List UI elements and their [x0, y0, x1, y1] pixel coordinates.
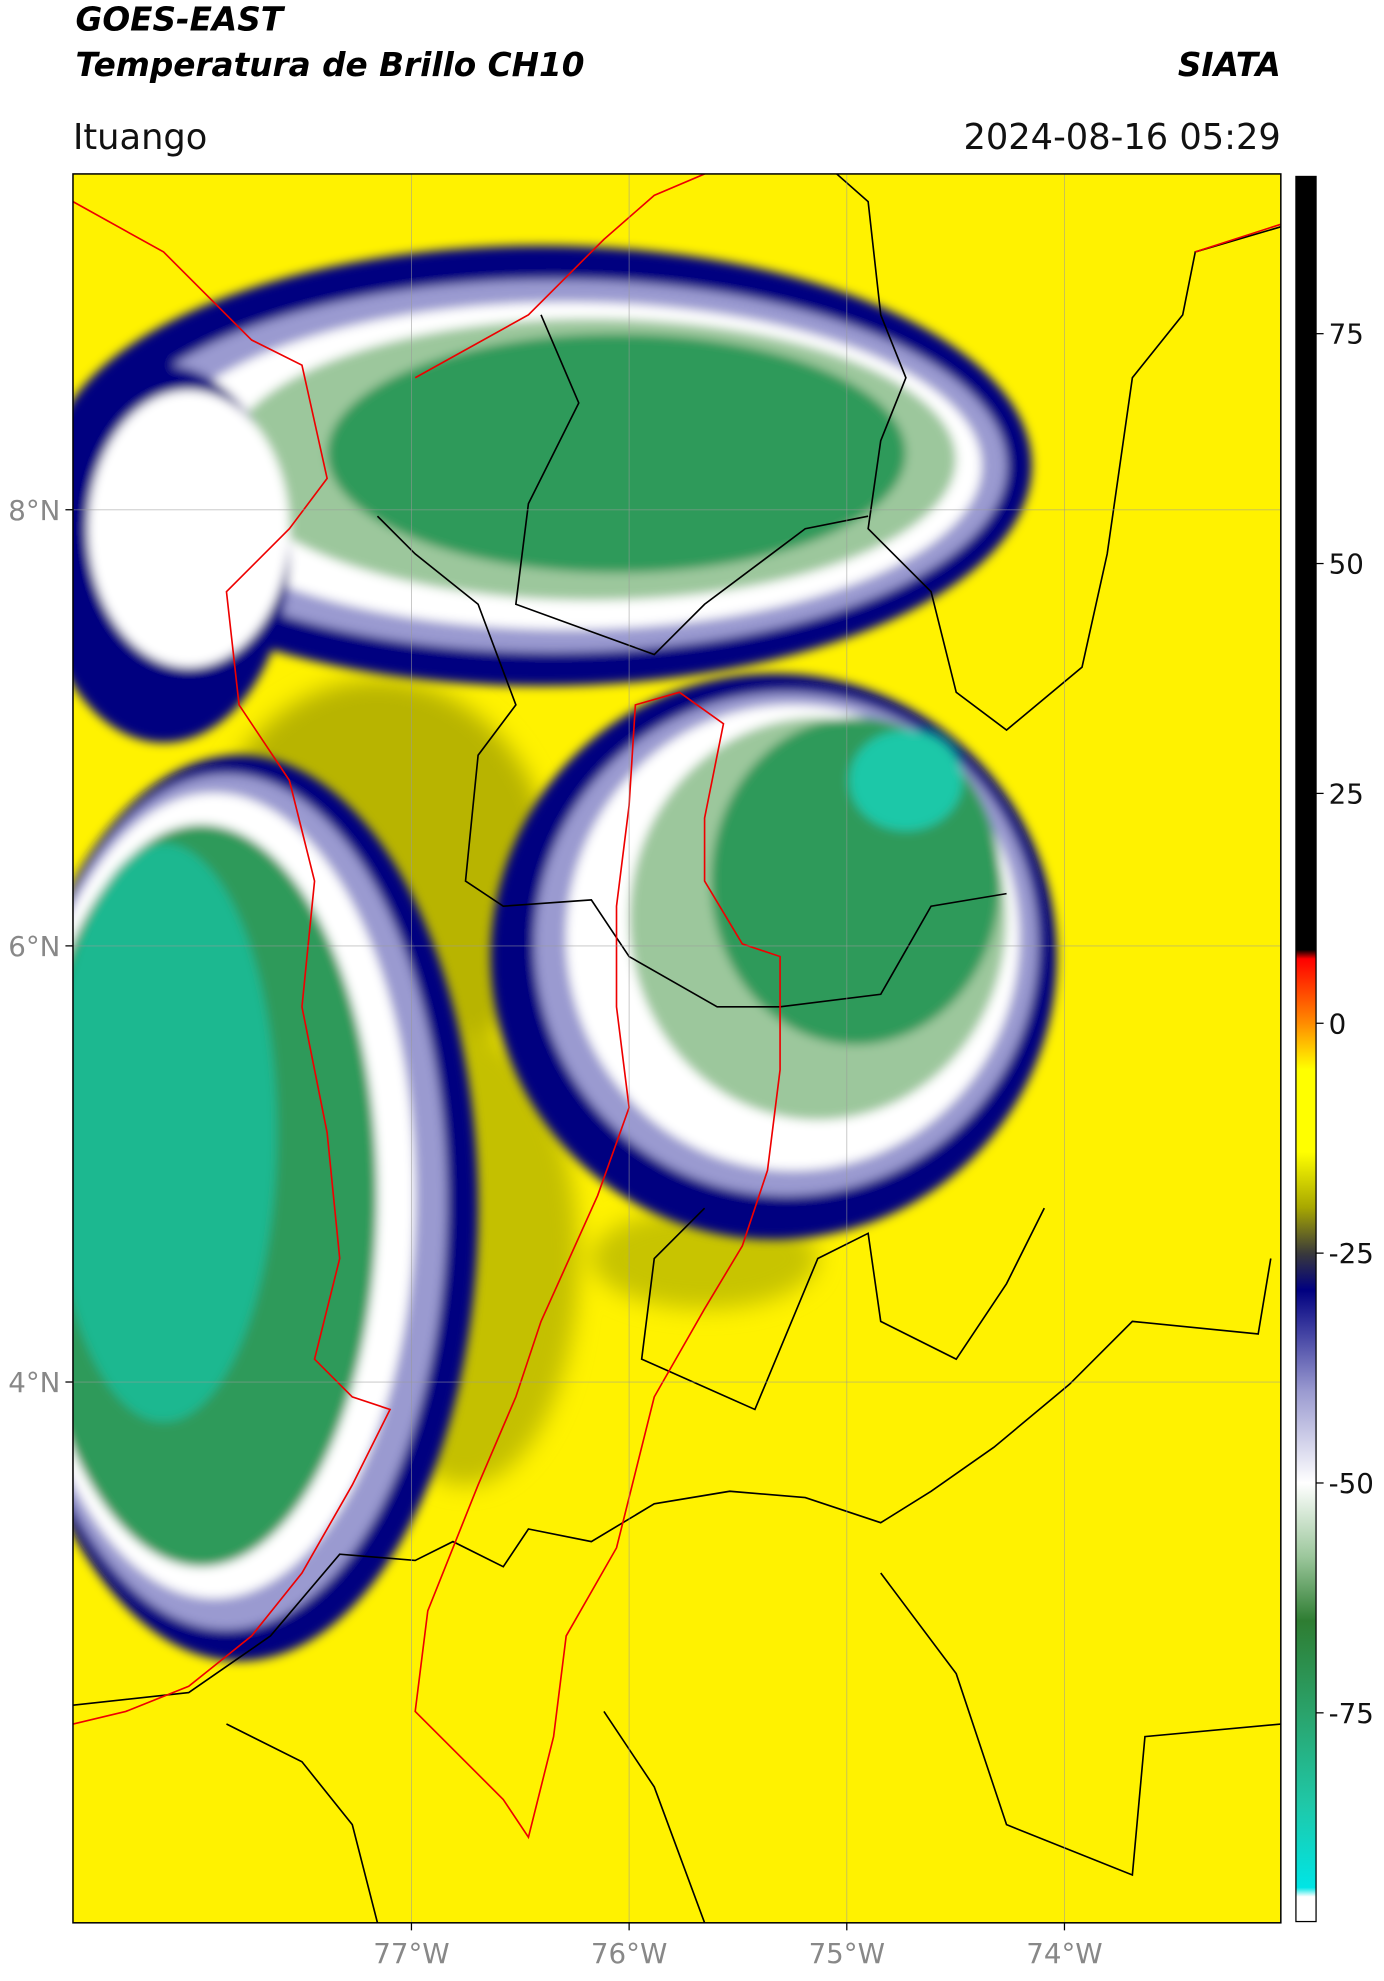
lon-tick-label: 76°W	[591, 1937, 667, 1970]
lon-tick-label: 77°W	[373, 1937, 449, 1970]
grid	[72, 173, 1281, 1923]
plot-frame	[72, 173, 1282, 1924]
datetime: 2024-08-16 05:29	[963, 117, 1280, 158]
colorbar-tick-label: -75	[1329, 1697, 1374, 1730]
colorbar-tick-label: 75	[1329, 318, 1364, 351]
lon-tick-label: 75°W	[809, 1937, 885, 1970]
colorbar-tick-label: 50	[1329, 548, 1364, 581]
colorbar-tick-label: 25	[1329, 777, 1364, 810]
lat-tick-label: 4°N	[8, 1366, 60, 1399]
subtitle: Temperatura de Brillo CH10	[75, 46, 584, 84]
title: GOES-EAST	[75, 1, 285, 39]
map-image	[72, 173, 1281, 1923]
brand: SIATA	[1178, 46, 1281, 84]
cloud-top-center	[490, 673, 1057, 1240]
lat-tick-label: 8°N	[8, 494, 60, 527]
colorbar-tick-label: -50	[1329, 1467, 1374, 1500]
lat-tick-label: 6°N	[8, 930, 60, 963]
colorbar	[1295, 175, 1317, 1923]
location: Ituango	[73, 117, 207, 158]
lon-tick-label: 74°W	[1026, 1937, 1102, 1970]
colorbar-tick-label: 0	[1329, 1007, 1347, 1040]
cloud-top-north	[72, 245, 1032, 743]
cloud-top-west	[72, 755, 479, 1661]
colorbar-tick-label: -25	[1329, 1237, 1374, 1270]
